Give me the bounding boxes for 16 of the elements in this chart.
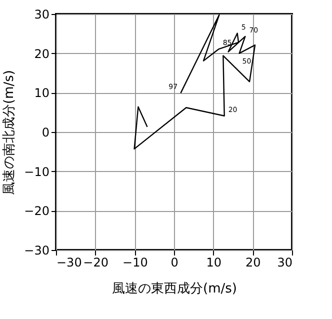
y-tick-label: 20 (34, 46, 50, 61)
x-tick-label: 20 (246, 256, 261, 270)
x-tick-label: 10 (206, 256, 222, 270)
x-tick-label: −20 (83, 256, 108, 270)
y-tick-label: −10 (24, 164, 50, 179)
x-tick-label: 30 (277, 256, 292, 270)
x-tick-label: 0 (170, 256, 178, 270)
x-tick-label: −10 (122, 256, 148, 270)
x-axis-title: 風速の東西成分(m/s) (112, 282, 237, 296)
y-tick-label: 10 (34, 86, 50, 100)
y-tick-label: −30 (24, 244, 50, 258)
y-tick-label: 0 (42, 126, 50, 140)
y-tick-label: −20 (24, 204, 50, 218)
x-tick-label: −30 (56, 256, 82, 270)
y-tick-label: 30 (34, 8, 50, 22)
y-axis-title: 風速の南北成分(m/s) (2, 70, 18, 195)
